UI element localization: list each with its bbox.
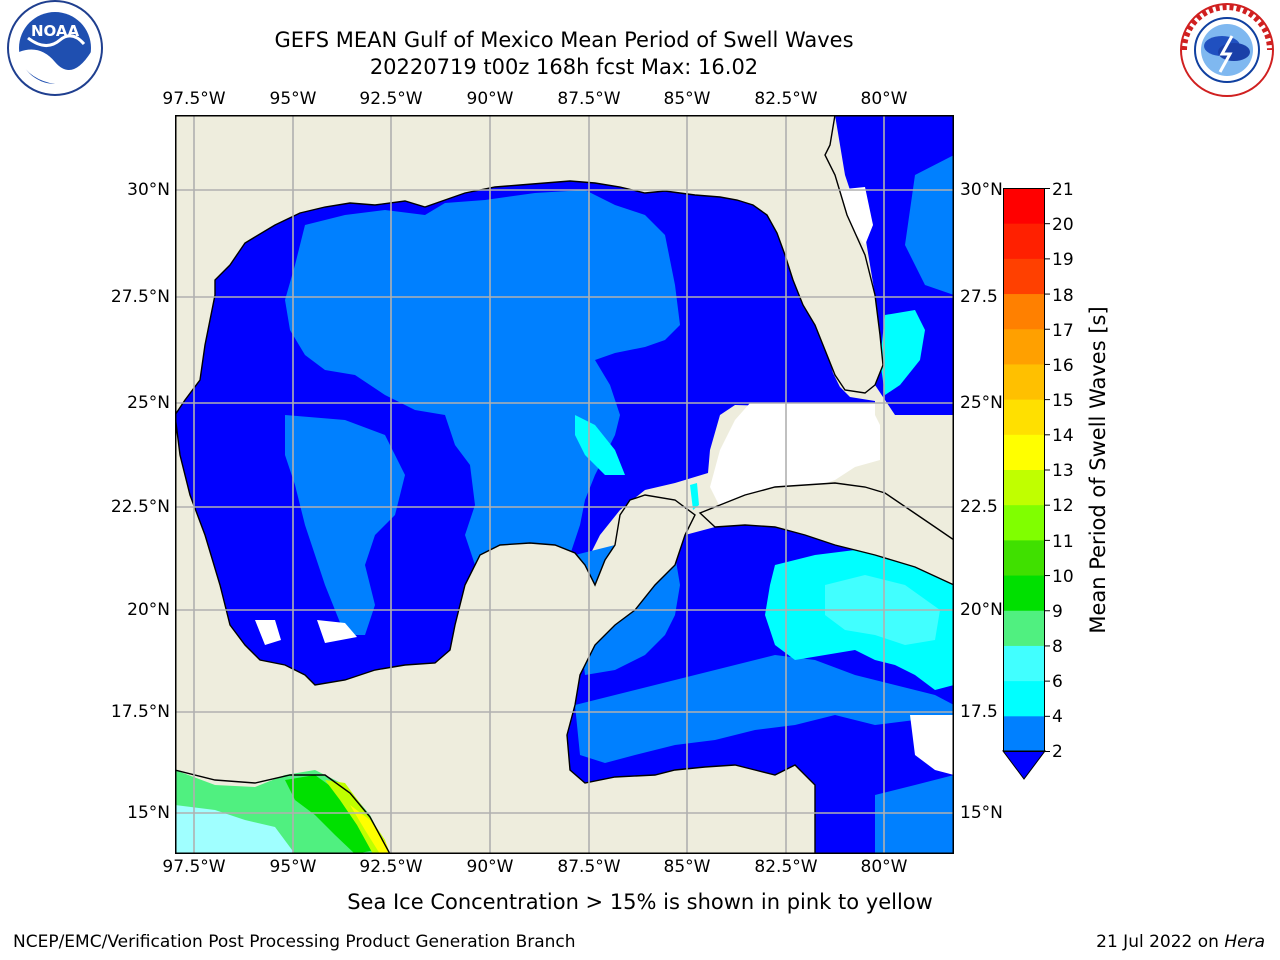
lon-label-bottom: 92.5°W	[359, 857, 423, 877]
colorbar	[1002, 188, 1050, 780]
ice-10-11	[285, 775, 375, 854]
lat-label-right: 15°N	[960, 803, 1003, 823]
lat-label-left: 15°N	[127, 803, 170, 823]
lon-label-top: 87.5°W	[557, 89, 621, 109]
lon-label-bottom: 95°W	[269, 857, 317, 877]
colorbar-band	[1003, 258, 1045, 295]
lat-label-left: 22.5°N	[110, 497, 170, 517]
colorbar-tick-label: 16	[1052, 356, 1074, 376]
colorbar-tick-label: 10	[1052, 567, 1074, 587]
white-patch	[710, 403, 880, 507]
ice-13-15	[350, 805, 389, 854]
lat-label-right: 30°N	[960, 180, 1003, 200]
white-patch	[255, 620, 281, 645]
colorbar-band	[1003, 540, 1045, 577]
lon-label-bottom: 90°W	[466, 857, 514, 877]
colorbar-band	[1003, 399, 1045, 436]
lat-label-right: 17.5	[960, 702, 998, 722]
colorbar-band	[1003, 434, 1045, 471]
colorbar-tick-label: 14	[1052, 426, 1074, 446]
colorbar-tick-label: 17	[1052, 321, 1074, 341]
contour-2-4s	[875, 775, 954, 854]
colorbar-tick-label: 21	[1052, 180, 1074, 200]
colorbar-band	[1003, 364, 1045, 401]
colorbar-band	[1003, 610, 1045, 647]
nws-logo	[1180, 3, 1274, 97]
lon-label-top: 80°W	[860, 89, 908, 109]
footer-date-text: 21 Jul 2022 on	[1096, 932, 1225, 952]
lat-label-left: 30°N	[127, 180, 170, 200]
footer-branch: NCEP/EMC/Verification Post Processing Pr…	[13, 932, 576, 952]
colorbar-tick-label: 11	[1052, 532, 1074, 552]
ice-8-9	[175, 805, 295, 854]
lon-label-top: 92.5°W	[359, 89, 423, 109]
lat-label-right: 20°N	[960, 600, 1003, 620]
chart-title: GEFS MEAN Gulf of Mexico Mean Period of …	[274, 28, 854, 52]
colorbar-tick-label: 4	[1052, 707, 1063, 727]
colorbar-tick-label: 2	[1052, 742, 1063, 762]
colorbar-tick-label: 12	[1052, 496, 1074, 516]
lat-label-left: 20°N	[127, 600, 170, 620]
lon-label-bottom: 82.5°W	[754, 857, 818, 877]
footer-host: Hera	[1224, 932, 1265, 952]
lon-label-top: 85°W	[663, 89, 711, 109]
colorbar-band	[1003, 470, 1045, 506]
lon-label-bottom: 85°W	[663, 857, 711, 877]
map-gridlines	[175, 115, 954, 854]
colorbar-band	[1003, 645, 1045, 682]
colorbar-band	[1003, 505, 1045, 541]
colorbar-band	[1003, 188, 1045, 225]
contour-4-6s	[575, 415, 625, 475]
land-cuba	[698, 482, 954, 586]
colorbar-band	[1003, 716, 1045, 752]
lat-label-left: 25°N	[127, 393, 170, 413]
colorbar-band	[1003, 223, 1045, 260]
colorbar-tick-label: 20	[1052, 215, 1074, 235]
colorbar-tick-label: 18	[1052, 286, 1074, 306]
colorbar-tick-label: 19	[1052, 250, 1074, 270]
colorbar-tick-label: 13	[1052, 461, 1074, 481]
lat-label-left: 27.5°N	[110, 287, 170, 307]
lon-label-bottom: 87.5°W	[557, 857, 621, 877]
footer-date: 21 Jul 2022 on Hera	[1096, 932, 1265, 952]
lon-label-top: 95°W	[269, 89, 317, 109]
white-patch	[910, 715, 954, 775]
colorbar-label: Mean Period of Swell Waves [s]	[1086, 306, 1110, 634]
contour-4-6s	[880, 310, 925, 395]
lon-label-bottom: 97.5°W	[162, 857, 226, 877]
noaa-logo: NOAA	[7, 0, 103, 96]
colorbar-extend-triangle	[1002, 750, 1046, 780]
lat-label-right: 27.5	[960, 287, 998, 307]
colorbar-tick-label: 8	[1052, 637, 1063, 657]
colorbar-band	[1003, 575, 1045, 612]
contour-4-6s	[690, 483, 699, 510]
map-frame	[175, 115, 954, 854]
colorbar-band	[1003, 329, 1045, 365]
sea-ice-note: Sea Ice Concentration > 15% is shown in …	[347, 890, 933, 914]
colorbar-band	[1003, 681, 1045, 717]
colorbar-tick-label: 9	[1052, 602, 1063, 622]
colorbar-tick-label: 15	[1052, 391, 1074, 411]
contour-2-4s	[285, 415, 405, 635]
white-patch	[835, 187, 873, 245]
chart-subtitle: 20220719 t00z 168h fcst Max: 16.02	[369, 55, 759, 79]
contour-2-4s	[285, 190, 680, 585]
contour-2-4s	[575, 655, 954, 763]
lat-label-left: 17.5°N	[110, 702, 170, 722]
lon-label-bottom: 80°W	[860, 857, 908, 877]
lon-label-top: 97.5°W	[162, 89, 226, 109]
map-plot	[175, 115, 954, 854]
white-patch	[317, 620, 357, 643]
land-mexico-yucatan	[175, 414, 816, 854]
colorbar-tick-label: 6	[1052, 672, 1063, 692]
lat-label-right: 25°N	[960, 393, 1003, 413]
lon-label-top: 82.5°W	[754, 89, 818, 109]
lat-label-right: 22.5	[960, 497, 998, 517]
noaa-logo-text: NOAA	[31, 22, 80, 40]
lon-label-top: 90°W	[466, 89, 514, 109]
colorbar-band	[1003, 294, 1045, 330]
